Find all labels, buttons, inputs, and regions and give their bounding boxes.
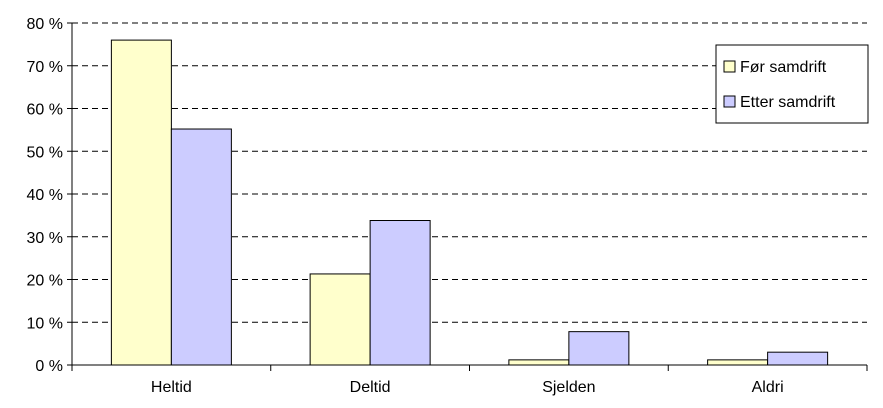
y-tick-label: 50 %: [27, 144, 63, 161]
legend-swatch: [723, 95, 736, 108]
bar: [309, 273, 371, 366]
x-tick-label: Sjelden: [542, 379, 595, 396]
x-tick-label: Deltid: [350, 379, 391, 396]
legend-box: [715, 44, 869, 124]
legend-label: Etter samdrift: [740, 94, 836, 111]
bar: [508, 359, 570, 366]
y-tick-label: 60 %: [27, 102, 63, 119]
legend: Før samdrift Etter samdrift: [715, 44, 869, 124]
y-tick-label: 70 %: [27, 59, 63, 76]
y-tick-label: 10 %: [27, 315, 63, 332]
bar: [170, 128, 232, 366]
legend-label: Før samdrift: [740, 59, 827, 76]
bar: [707, 359, 769, 366]
y-tick-label: 30 %: [27, 230, 63, 247]
y-tick-label: 80 %: [27, 16, 63, 33]
y-tick-label: 40 %: [27, 187, 63, 204]
y-tick-label: 0 %: [35, 358, 63, 375]
ticks-layer: 0 % 10 % 20 % 30 % 40 % 50 % 60 % 70 % 80 % Helti…: [27, 16, 868, 396]
bar: [369, 220, 431, 366]
bar: [110, 39, 172, 366]
bars-layer: [110, 39, 829, 366]
x-tick-label: Aldri: [752, 379, 784, 396]
x-tick-label: Heltid: [151, 379, 192, 396]
bar: [568, 331, 630, 366]
y-tick-label: 20 %: [27, 273, 63, 290]
legend-swatch: [723, 60, 736, 73]
bar: [767, 351, 829, 366]
